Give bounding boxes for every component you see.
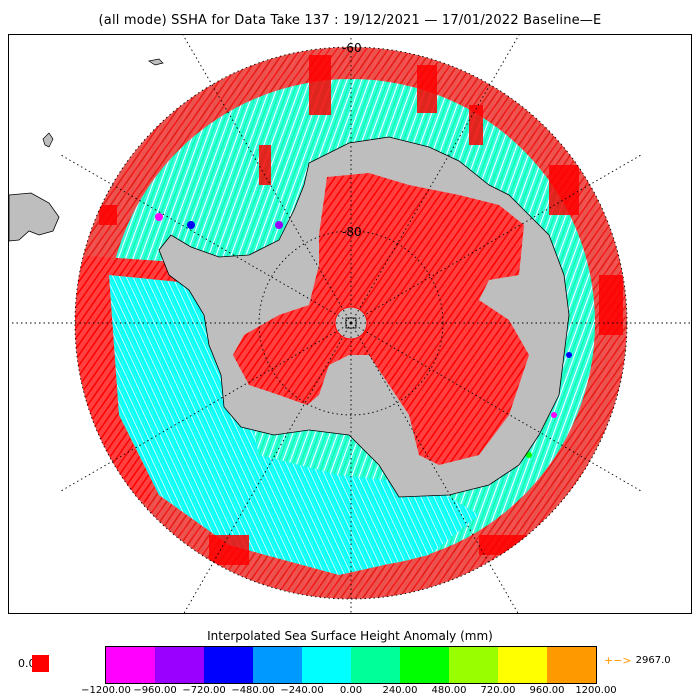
colorbar-swatch	[547, 647, 596, 683]
colorbar-swatch	[498, 647, 547, 683]
colorbar-tick-label: −720.00	[182, 685, 226, 696]
map-title: (all mode) SSHA for Data Take 137 : 19/1…	[98, 13, 602, 28]
colorbar-swatch	[351, 647, 400, 683]
colorbar-tick-label: −1200.00	[81, 685, 131, 696]
colorbar-tick-label: 960.00	[529, 685, 565, 696]
island-shape	[148, 58, 164, 66]
colorbar-ticks: −1200.00 −960.00 −720.00 −480.00 −240.00 0.00…	[0, 685, 700, 699]
colorbar-swatch	[400, 647, 449, 683]
colorbar-tick-label: 1200.00	[575, 685, 617, 696]
colorbar-tick-label: −960.00	[133, 685, 177, 696]
colorbar-tick-label: 0.00	[339, 685, 363, 696]
colorbar-swatch	[302, 647, 351, 683]
colorbar-tick-label: 720.00	[480, 685, 516, 696]
no-data-swatch	[31, 655, 49, 672]
colorbar-swatch	[204, 647, 253, 683]
lat-label-80: -80	[342, 225, 362, 239]
red-streaks	[99, 55, 623, 565]
overflow-value: 2967.0	[635, 655, 671, 666]
meridian-lines	[9, 35, 691, 613]
cyan-ocean-region	[109, 275, 479, 575]
map-frame: -60 -80	[8, 34, 692, 614]
island-shape	[42, 132, 54, 148]
colorbar-tick-label: −480.00	[231, 685, 275, 696]
no-data-legend: 0.0	[18, 655, 49, 672]
south-america-landmass	[9, 192, 60, 242]
colorbar-tick-label: 240.00	[382, 685, 418, 696]
no-data-label: 0.0	[18, 657, 36, 670]
high-anomaly-ice-sheet	[233, 173, 529, 465]
polar-map: -60 -80	[9, 35, 691, 613]
colorbar-tick-label: 480.00	[431, 685, 467, 696]
colorbar-tick-label: −240.00	[280, 685, 324, 696]
lat-label-60: -60	[342, 41, 362, 55]
colorbar-swatch	[253, 647, 302, 683]
colorbar-swatch	[155, 647, 204, 683]
colorbar-swatch	[106, 647, 155, 683]
overflow-legend: +−> 2967.0	[604, 654, 671, 667]
colorbar	[105, 646, 597, 684]
colorbar-title: Interpolated Sea Surface Height Anomaly …	[207, 629, 493, 643]
colorbar-swatch	[449, 647, 498, 683]
overflow-arrow-icon: +−>	[604, 654, 632, 667]
